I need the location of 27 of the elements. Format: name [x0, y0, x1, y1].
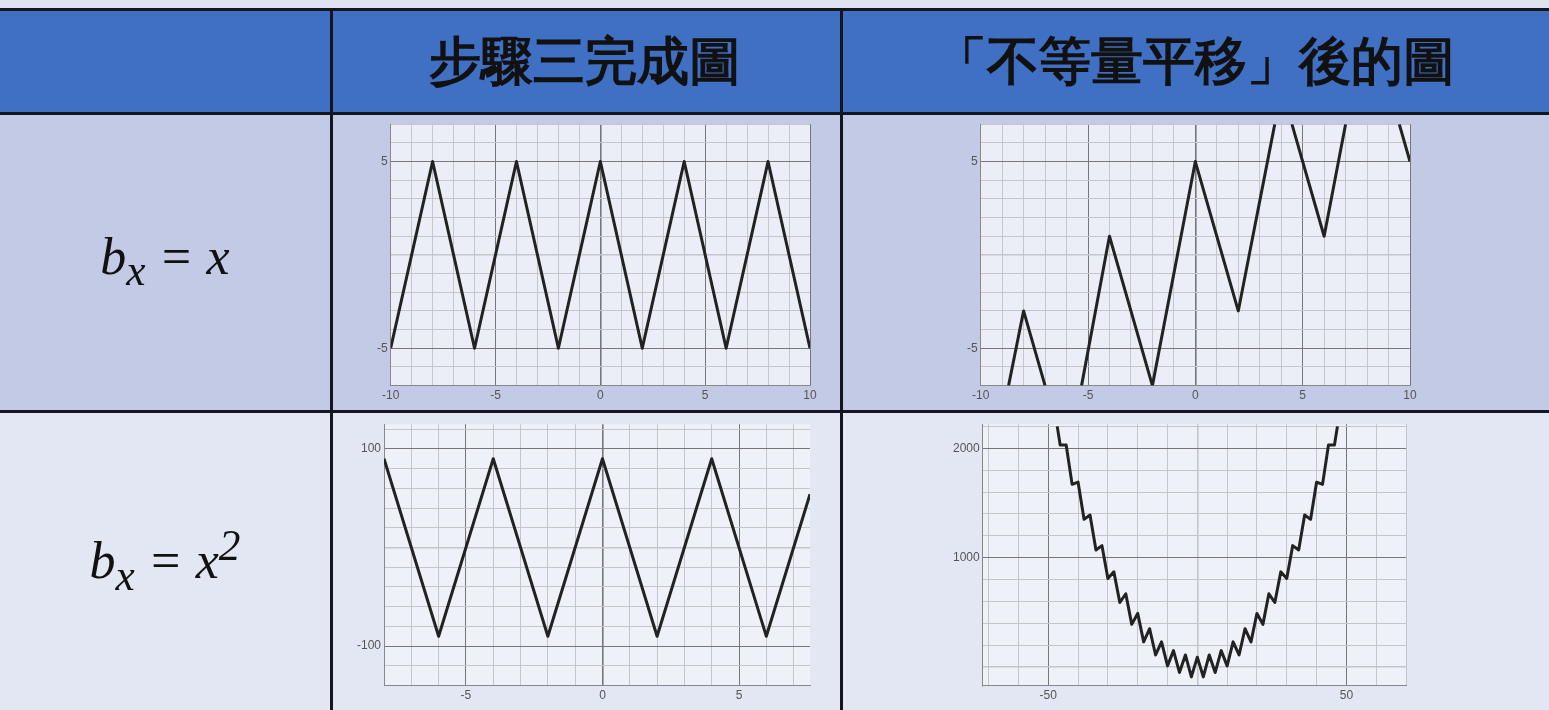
y-tick-label: -5	[377, 340, 388, 355]
text: b$_{x}$ = x$^{2}$	[89, 520, 241, 600]
x-tick-label: -10	[972, 388, 990, 403]
y-tick-label: 5	[380, 153, 388, 168]
y-tick-label: 1000	[952, 549, 981, 564]
x-tick-label: -10	[382, 388, 400, 403]
x-tick-label: 10	[1403, 388, 1417, 403]
x-tick-label: 5	[735, 688, 743, 703]
y-tick-label: 100	[360, 441, 382, 456]
x-tick-label: 10	[803, 388, 817, 403]
text: 步驟三完成圖	[429, 29, 741, 93]
y-tick-label: -5	[967, 340, 978, 355]
y-tick-label: 5	[970, 153, 978, 168]
x-tick-label: 5	[1299, 388, 1307, 403]
text: b$_{x}$ = x	[100, 226, 230, 296]
x-tick-label: -5	[490, 388, 502, 403]
x-tick-label: -5	[1082, 388, 1094, 403]
x-tick-label: 50	[1339, 688, 1354, 703]
y-tick-label: -100	[356, 638, 382, 653]
x-tick-label: 0	[1191, 388, 1199, 403]
x-tick-label: -5	[460, 688, 472, 703]
x-tick-label: 0	[596, 388, 604, 403]
y-tick-label: 2000	[952, 440, 981, 455]
x-tick-label: 5	[701, 388, 709, 403]
x-tick-label: -50	[1039, 688, 1058, 703]
x-tick-label: 0	[599, 688, 607, 703]
text: 「不等量平移」後的圖	[934, 29, 1455, 93]
